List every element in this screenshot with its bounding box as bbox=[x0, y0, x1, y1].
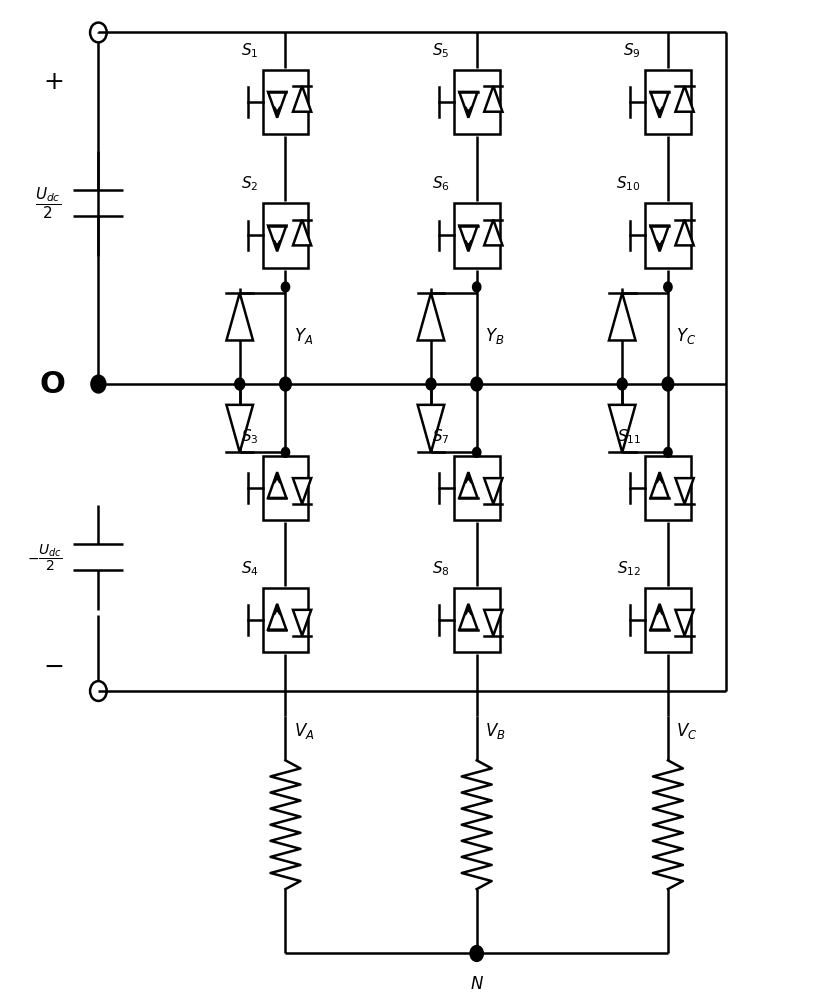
Text: $S_{11}$: $S_{11}$ bbox=[616, 427, 640, 446]
Polygon shape bbox=[608, 405, 635, 452]
Polygon shape bbox=[459, 604, 477, 630]
Text: $V_{C}$: $V_{C}$ bbox=[675, 721, 697, 741]
Polygon shape bbox=[483, 478, 502, 504]
Text: $Y_{C}$: $Y_{C}$ bbox=[675, 326, 696, 346]
Polygon shape bbox=[227, 293, 252, 340]
Circle shape bbox=[234, 378, 244, 390]
Polygon shape bbox=[483, 610, 502, 636]
Circle shape bbox=[472, 447, 481, 457]
Text: $\dfrac{U_{dc}}{2}$: $\dfrac{U_{dc}}{2}$ bbox=[35, 186, 62, 221]
Polygon shape bbox=[293, 610, 311, 636]
Polygon shape bbox=[675, 220, 693, 245]
Text: $S_{9}$: $S_{9}$ bbox=[623, 41, 640, 60]
Polygon shape bbox=[675, 478, 693, 504]
Polygon shape bbox=[650, 472, 668, 498]
Polygon shape bbox=[293, 478, 311, 504]
Text: $V_{B}$: $V_{B}$ bbox=[484, 721, 505, 741]
Circle shape bbox=[279, 377, 291, 391]
Polygon shape bbox=[227, 405, 252, 452]
Bar bbox=[263, 588, 308, 652]
Text: $S_{6}$: $S_{6}$ bbox=[431, 175, 449, 193]
Circle shape bbox=[426, 378, 436, 390]
Bar bbox=[453, 70, 499, 134]
Circle shape bbox=[281, 282, 289, 292]
Polygon shape bbox=[483, 86, 502, 112]
Bar bbox=[645, 456, 690, 520]
Text: $S_{4}$: $S_{4}$ bbox=[241, 559, 258, 578]
Text: $S_{5}$: $S_{5}$ bbox=[431, 41, 449, 60]
Polygon shape bbox=[293, 220, 311, 245]
Text: $S_{2}$: $S_{2}$ bbox=[241, 175, 258, 193]
Circle shape bbox=[663, 447, 671, 457]
Polygon shape bbox=[268, 472, 286, 498]
Circle shape bbox=[616, 378, 626, 390]
Polygon shape bbox=[293, 86, 311, 112]
Bar bbox=[263, 456, 308, 520]
Circle shape bbox=[472, 282, 481, 292]
Bar bbox=[263, 70, 308, 134]
Polygon shape bbox=[650, 226, 668, 251]
Text: $V_{A}$: $V_{A}$ bbox=[293, 721, 314, 741]
Bar bbox=[263, 203, 308, 268]
Text: $Y_{A}$: $Y_{A}$ bbox=[293, 326, 313, 346]
Polygon shape bbox=[459, 92, 477, 118]
Polygon shape bbox=[650, 92, 668, 118]
Circle shape bbox=[470, 946, 482, 961]
Text: $S_{1}$: $S_{1}$ bbox=[241, 41, 258, 60]
Text: $S_{3}$: $S_{3}$ bbox=[241, 427, 258, 446]
Circle shape bbox=[281, 447, 289, 457]
Bar bbox=[453, 203, 499, 268]
Text: $+$: $+$ bbox=[43, 70, 63, 94]
Circle shape bbox=[663, 282, 671, 292]
Polygon shape bbox=[417, 405, 444, 452]
Text: $-$: $-$ bbox=[43, 654, 63, 678]
Text: $\mathbf{O}$: $\mathbf{O}$ bbox=[39, 370, 66, 399]
Polygon shape bbox=[459, 226, 477, 251]
Circle shape bbox=[471, 377, 482, 391]
Text: $S_{10}$: $S_{10}$ bbox=[615, 175, 640, 193]
Polygon shape bbox=[459, 472, 477, 498]
Polygon shape bbox=[483, 220, 502, 245]
Bar bbox=[453, 588, 499, 652]
Text: $S_{7}$: $S_{7}$ bbox=[431, 427, 449, 446]
Polygon shape bbox=[675, 86, 693, 112]
Circle shape bbox=[91, 375, 105, 393]
Polygon shape bbox=[268, 604, 286, 630]
Text: $N$: $N$ bbox=[469, 975, 483, 993]
Polygon shape bbox=[608, 293, 635, 340]
Text: $Y_{B}$: $Y_{B}$ bbox=[484, 326, 504, 346]
Bar bbox=[453, 456, 499, 520]
Polygon shape bbox=[417, 293, 444, 340]
Polygon shape bbox=[675, 610, 693, 636]
Polygon shape bbox=[268, 92, 286, 118]
Polygon shape bbox=[650, 604, 668, 630]
Bar bbox=[645, 588, 690, 652]
Text: $S_{12}$: $S_{12}$ bbox=[616, 559, 640, 578]
Text: $S_{8}$: $S_{8}$ bbox=[431, 559, 449, 578]
Bar bbox=[645, 70, 690, 134]
Polygon shape bbox=[268, 226, 286, 251]
Text: $-\dfrac{U_{dc}}{2}$: $-\dfrac{U_{dc}}{2}$ bbox=[27, 542, 62, 573]
Circle shape bbox=[661, 377, 673, 391]
Bar bbox=[645, 203, 690, 268]
